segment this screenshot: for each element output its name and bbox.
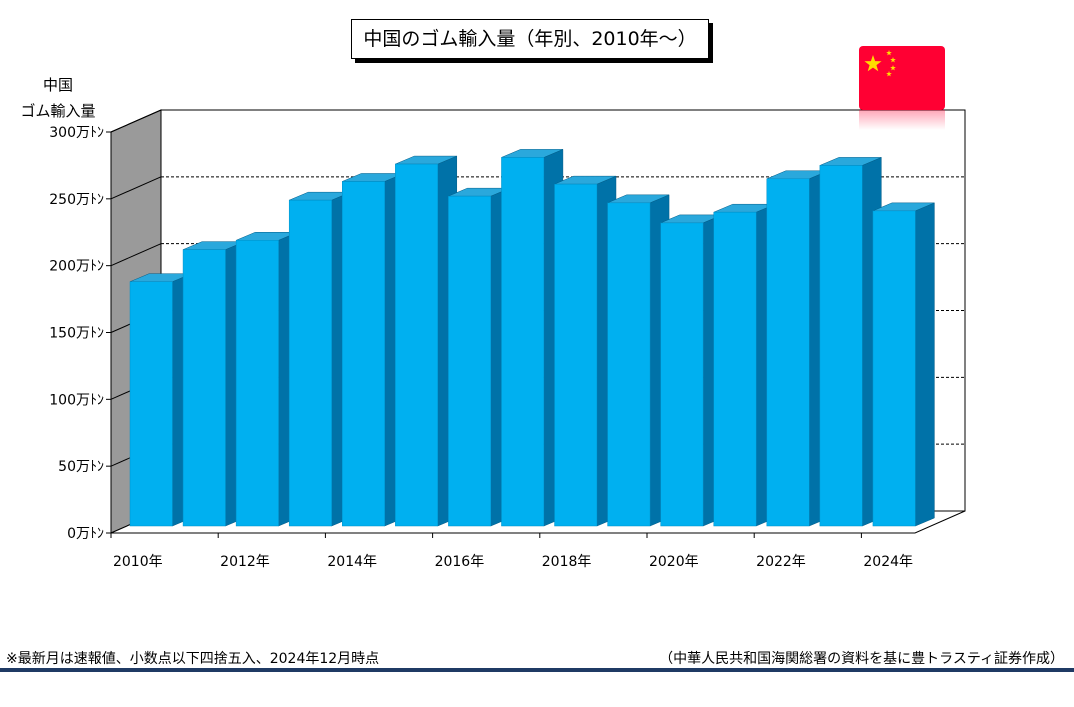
gridline-diagonal xyxy=(110,109,162,133)
x-tick-label: 2014年 xyxy=(327,554,377,570)
y-tick-label: 50万ﾄﾝ xyxy=(58,459,104,475)
y-axis-ticks: 0万ﾄﾝ 50万ﾄﾝ 100万ﾄﾝ 150万ﾄﾝ 200万ﾄﾝ 250万ﾄﾝ 300万ﾄﾝ xyxy=(49,125,111,542)
bar-front xyxy=(766,178,810,527)
bar-front xyxy=(342,181,385,527)
x-tick-label: 2022年 xyxy=(756,554,806,570)
bar-front xyxy=(872,210,916,527)
y-axis-label: 中国 ゴム輸入量 xyxy=(8,72,108,124)
flag-star-small xyxy=(890,57,896,63)
gridline-diagonal xyxy=(110,176,162,200)
bar-front xyxy=(235,240,279,527)
source-note: （中華人民共和国海関総署の資料を基に豊トラスティ証券作成） xyxy=(659,651,1064,667)
bar xyxy=(766,170,829,527)
bar xyxy=(182,241,245,527)
bar xyxy=(501,149,564,527)
bar xyxy=(395,155,458,527)
bar-front xyxy=(554,183,598,527)
bar xyxy=(819,157,882,527)
y-tick-label: 200万ﾄﾝ xyxy=(49,259,104,275)
bar xyxy=(129,273,192,527)
bar xyxy=(554,175,617,527)
bottom-rule xyxy=(0,668,1074,672)
flag-star-large xyxy=(864,55,882,72)
bar xyxy=(607,194,670,527)
flag-star-small xyxy=(890,65,896,71)
bar xyxy=(342,173,404,527)
y-tick-label: 100万ﾄﾝ xyxy=(49,392,104,408)
bar-chart: 0万ﾄﾝ50万ﾄﾝ100万ﾄﾝ150万ﾄﾝ200万ﾄﾝ250万ﾄﾝ300万ﾄﾝ … xyxy=(49,46,966,570)
bar xyxy=(288,191,351,527)
bar xyxy=(660,214,723,527)
y-tick-label: 250万ﾄﾝ xyxy=(49,192,104,208)
y-tick-label: 150万ﾄﾝ xyxy=(49,326,104,342)
x-tick-label: 2024年 xyxy=(863,554,913,570)
bar-front xyxy=(607,202,651,527)
y-tick-label: 300万ﾄﾝ xyxy=(49,125,104,141)
footnote: ※最新月は速報値、小数点以下四捨五入、2024年12月時点 xyxy=(6,651,380,667)
flag-star-small xyxy=(886,50,892,56)
gridline-diagonal xyxy=(110,243,162,267)
flag-reflection xyxy=(859,110,945,130)
y-axis-label-line2: ゴム輸入量 xyxy=(20,102,96,120)
bar-front xyxy=(501,157,545,527)
bar-front xyxy=(129,281,173,527)
y-tick-label: 0万ﾄﾝ xyxy=(67,526,104,542)
bar-front xyxy=(288,199,332,527)
x-tick-label: 2016年 xyxy=(435,554,485,570)
flag-star-small xyxy=(886,71,892,77)
x-tick-label: 2012年 xyxy=(220,554,270,570)
bar-front xyxy=(819,165,863,527)
bar-front xyxy=(448,195,492,527)
china-flag-icon xyxy=(859,46,945,130)
bar xyxy=(235,231,298,527)
chart-title: 中国のゴム輸入量（年別、2010年～） xyxy=(351,19,709,59)
x-tick-label: 2020年 xyxy=(649,554,699,570)
flag-body xyxy=(859,46,945,110)
x-axis-ticks: 2010年 2012年 2014年 2016年 2018年 2020年 2022年 2024年 xyxy=(110,532,915,570)
y-axis-label-line1: 中国 xyxy=(42,76,73,94)
bar xyxy=(448,187,511,527)
bar xyxy=(713,203,776,527)
bars xyxy=(129,149,935,527)
bar-front xyxy=(395,163,439,527)
bar-front xyxy=(660,222,704,527)
bar-side xyxy=(915,202,935,527)
bar-front xyxy=(713,211,757,527)
bar xyxy=(872,202,935,527)
bar-front xyxy=(182,249,226,527)
x-tick-label: 2010年 xyxy=(113,554,163,570)
x-tick-label: 2018年 xyxy=(542,554,592,570)
